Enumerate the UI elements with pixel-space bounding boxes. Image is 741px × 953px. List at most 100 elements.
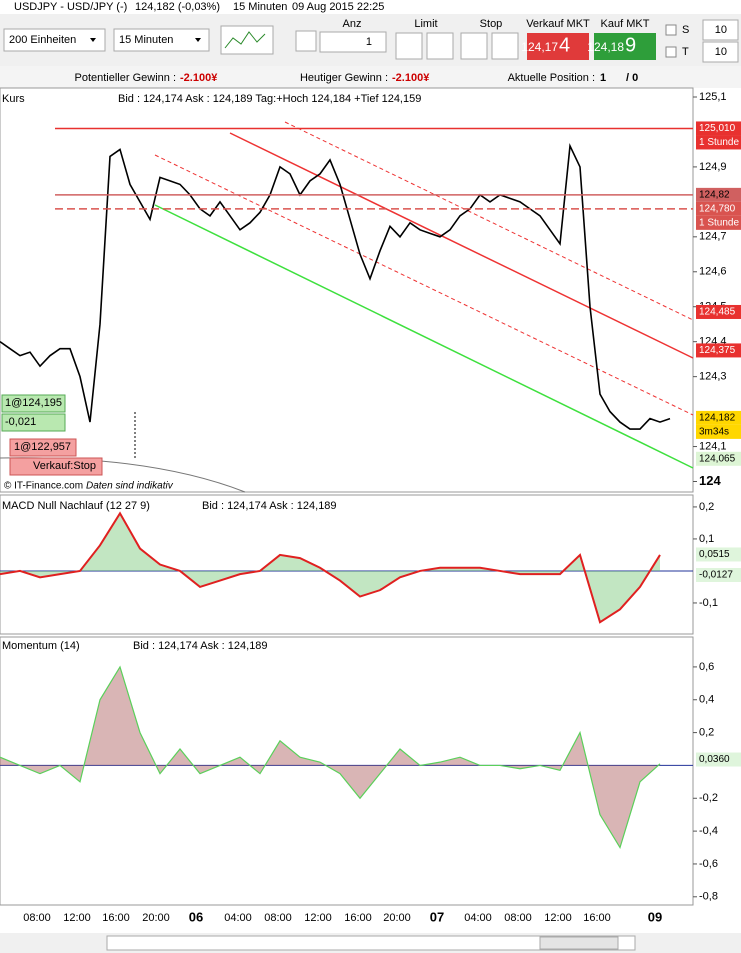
- y-tick-label: 0,6: [699, 661, 714, 673]
- order-long-label: 1@124,195: [5, 397, 62, 409]
- momentum-header: Bid : 124,174 Ask : 124,189: [133, 640, 268, 652]
- buy-label: Kauf MKT: [601, 18, 650, 30]
- sell-label: Verkauf MKT: [526, 18, 590, 30]
- anz-value: 1: [366, 36, 372, 48]
- units: 200 Einheiten: [9, 34, 76, 46]
- macd-panel: [0, 494, 694, 635]
- y-tick-label: -0,6: [699, 858, 718, 870]
- buy-price: 124,18: [587, 40, 624, 54]
- position-label: Aktuelle Position :: [508, 72, 595, 84]
- x-tick-label: 16:00: [102, 912, 130, 924]
- x-tick-label: 04:00: [464, 912, 492, 924]
- sell-pip: 4: [559, 34, 570, 56]
- s-label: S: [682, 24, 689, 36]
- today-value: -2.100¥: [392, 72, 430, 84]
- level-label: 0,0360: [699, 754, 730, 765]
- sell-price: 124,17: [521, 40, 558, 54]
- area: [0, 666, 660, 848]
- level-note-box: [696, 215, 741, 230]
- x-tick-label: 12:00: [304, 912, 332, 924]
- order-type: [9, 457, 103, 476]
- level-label: -0,0127: [699, 570, 733, 581]
- scroll-thumb[interactable]: [539, 936, 619, 950]
- limit-buy-button[interactable]: [395, 32, 423, 60]
- x-tick-label: 12:00: [544, 912, 572, 924]
- footer: © IT-Finance.com: [4, 481, 83, 492]
- sell-button[interactable]: [527, 33, 589, 60]
- y-tick-label: 124,3: [699, 371, 727, 383]
- y-tick-label: 124,9: [699, 161, 727, 173]
- s-checkbox[interactable]: [665, 24, 677, 36]
- y-tick-label: -0,2: [699, 792, 718, 804]
- level-box: [696, 187, 741, 202]
- x-tick-label: 16:00: [344, 912, 372, 924]
- anz-input[interactable]: [319, 31, 387, 53]
- momentum-line: [0, 665, 661, 849]
- level-box: [696, 343, 741, 358]
- limit-sell-button[interactable]: [426, 32, 454, 60]
- level-label: 124,485: [699, 307, 736, 318]
- x-tick-label: 08:00: [23, 912, 51, 924]
- y-tick-label: 124: [699, 473, 721, 488]
- y-tick-label: 124,6: [699, 266, 727, 278]
- x-tick-label: 08:00: [504, 912, 532, 924]
- chart-type-button[interactable]: [220, 25, 274, 55]
- order-pnl-value: -0,021: [5, 416, 36, 428]
- level-box: [696, 451, 741, 466]
- level-box: [696, 547, 741, 562]
- macd-title: MACD Null Nachlauf (12 27 9): [2, 500, 150, 512]
- stop-sell-button[interactable]: [491, 32, 519, 60]
- y-tick-label: 0,2: [699, 726, 714, 738]
- period: 15 Minuten: [119, 34, 173, 46]
- scrollbar[interactable]: [106, 935, 636, 951]
- channel-mid: [229, 132, 694, 359]
- units-select[interactable]: [3, 28, 106, 52]
- t-label: T: [682, 46, 689, 58]
- today-label: Heutiger Gewinn :: [300, 72, 388, 84]
- position-long: 1: [600, 72, 606, 84]
- support-line: [154, 204, 694, 469]
- limit-label: Limit: [414, 18, 437, 30]
- stop-buy-button[interactable]: [460, 32, 488, 60]
- level-note-box: [696, 135, 741, 150]
- order-stop-label: 1@122,957: [14, 441, 71, 453]
- t-checkbox[interactable]: [665, 46, 677, 58]
- level-box: [696, 201, 741, 216]
- x-tick-label: 08:00: [264, 912, 292, 924]
- last-price: 124,182 (-0,03%): [135, 1, 220, 13]
- titlebar: [0, 0, 741, 14]
- momentum-panel: [0, 636, 694, 906]
- level-label: 124,375: [699, 345, 736, 356]
- settings-button[interactable]: [295, 30, 317, 52]
- y-tick-label: 0,1: [699, 533, 714, 545]
- t-input[interactable]: [702, 41, 739, 63]
- position-short: / 0: [626, 72, 638, 84]
- y-tick-label: 124,1: [699, 440, 727, 452]
- infobar: [0, 66, 741, 88]
- x-tick-label: 04:00: [224, 912, 252, 924]
- price-header: Bid : 124,174 Ask : 124,189 Tag:+Hoch 12…: [118, 93, 421, 105]
- level-box: [696, 568, 741, 583]
- x-tick-label: 06: [189, 909, 203, 924]
- level-label: 124,780: [699, 203, 736, 214]
- interval: 15 Minuten: [233, 1, 287, 13]
- channel-top: [284, 121, 694, 321]
- s-input[interactable]: [702, 19, 739, 41]
- buy-button[interactable]: [594, 33, 656, 60]
- y-tick-label: -0,4: [699, 825, 718, 837]
- y-tick-label: 124,7: [699, 231, 727, 243]
- potential-label: Potentieller Gewinn :: [75, 72, 177, 84]
- period-select[interactable]: [113, 28, 210, 52]
- level-note: 1 Stunde: [699, 137, 739, 148]
- y-tick-label: 125,1: [699, 91, 727, 103]
- s-value: 10: [715, 24, 727, 36]
- stop-label: Stop: [480, 18, 503, 30]
- area: [0, 513, 660, 623]
- level-box: [696, 410, 741, 425]
- y-tick-label: -0,8: [699, 891, 718, 903]
- channel-bottom: [154, 154, 694, 416]
- level-note: 3m34s: [699, 427, 729, 438]
- y-tick-label: -0,1: [699, 597, 718, 609]
